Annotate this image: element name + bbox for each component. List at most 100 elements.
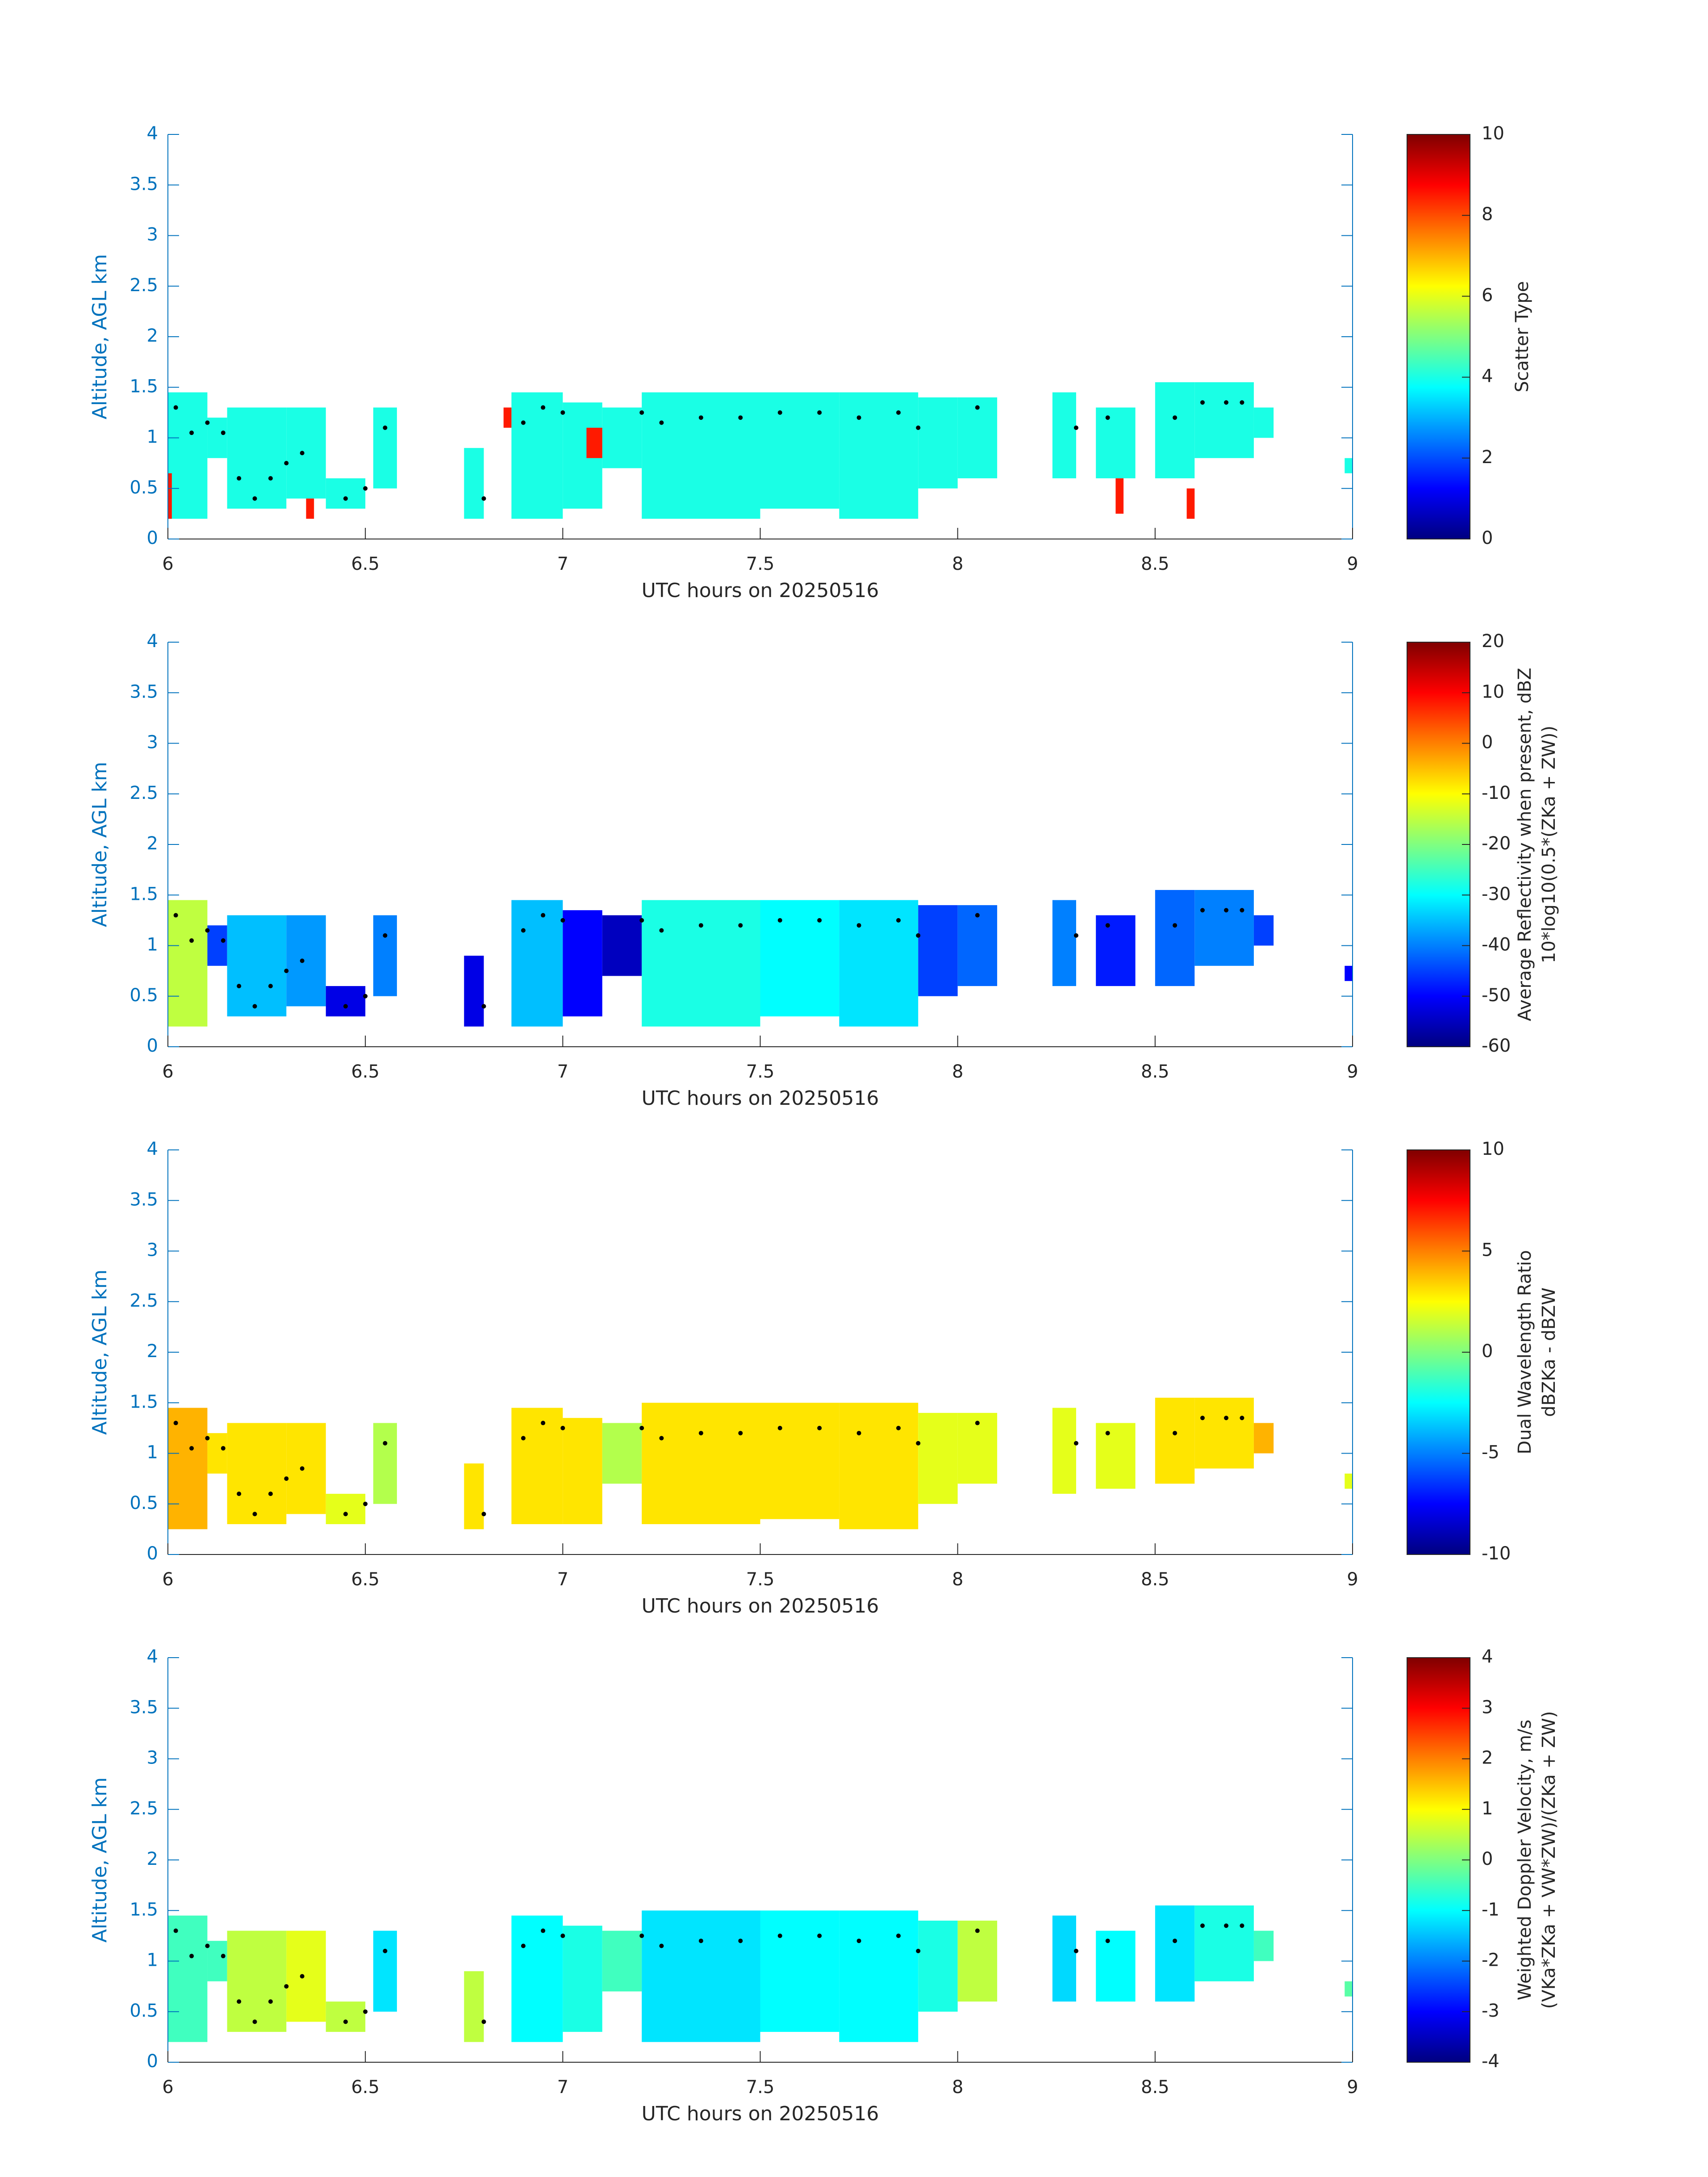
cloud-top-marker: [205, 1436, 210, 1441]
y-tick-label: 0.5: [129, 477, 158, 498]
cell: [839, 1403, 919, 1529]
cloud-top-marker: [173, 405, 178, 410]
colorbar-label: (VKa*ZKa + VW*ZW)/(ZKa + ZW): [1539, 1711, 1559, 2009]
colorbar-label: Average Reflectivity when present, dBZ: [1515, 668, 1535, 1021]
cloud-top-marker: [541, 405, 546, 410]
cell: [168, 1915, 208, 2042]
cloud-top-marker: [698, 1431, 703, 1436]
colorbar: [1407, 1149, 1470, 1555]
y-tick-label: 1: [147, 1950, 158, 1971]
colorbar: [1407, 134, 1470, 539]
cell: [227, 1423, 287, 1525]
colorbar-tick-label: 0: [1482, 1341, 1493, 1362]
cell: [464, 448, 484, 519]
cell: [602, 407, 642, 468]
y-tick-label: 1.5: [129, 1899, 158, 1920]
colorbar-tick-label: 4: [1482, 366, 1493, 387]
cloud-top-marker: [189, 1954, 194, 1959]
x-tick-label: 7: [557, 554, 568, 574]
x-axis-label: UTC hours on 20250516: [642, 579, 879, 602]
cell: [286, 407, 326, 499]
cloud-top-marker: [205, 420, 210, 425]
y-tick-label: 3: [147, 732, 158, 753]
cell: [602, 1423, 642, 1484]
cloud-top-marker: [856, 1431, 861, 1436]
cloud-top-marker: [1240, 908, 1244, 913]
cloud-top-marker: [1240, 1416, 1244, 1421]
cell: [464, 1463, 484, 1529]
colorbar-tick-label: 10: [1482, 681, 1504, 702]
cloud-top-marker: [205, 928, 210, 933]
cloud-top-marker: [268, 1999, 273, 2004]
y-tick-label: 3.5: [129, 1189, 158, 1210]
cloud-top-marker: [221, 1954, 226, 1959]
cell: [326, 1494, 366, 1525]
y-tick-label: 1: [147, 427, 158, 447]
cloud-top-marker: [237, 476, 242, 481]
cloud-top-marker: [284, 969, 289, 974]
cloud-top-marker: [189, 430, 194, 435]
cloud-top-marker: [1240, 400, 1244, 405]
cloud-top-marker: [738, 923, 743, 928]
cell: [326, 2002, 366, 2032]
cell: [326, 478, 366, 509]
cloud-top-marker: [1173, 415, 1178, 420]
cloud-top-marker: [738, 1939, 743, 1943]
cell: [464, 956, 484, 1027]
cell: [1155, 382, 1195, 479]
cloud-top-marker: [817, 1933, 822, 1938]
colorbar-tick-label: 3: [1482, 1697, 1493, 1717]
x-tick-label: 8: [952, 1569, 963, 1590]
cell: [511, 1408, 563, 1525]
cloud-top-marker: [189, 1446, 194, 1451]
cloud-top-marker: [659, 928, 664, 933]
cloud-top-marker: [252, 1512, 257, 1517]
cell: [1155, 1397, 1195, 1484]
cloud-top-marker: [300, 1466, 305, 1471]
cell: [1345, 1981, 1353, 1997]
cell: [1052, 1915, 1076, 2002]
cloud-top-marker: [856, 1939, 861, 1943]
cell: [957, 905, 998, 986]
y-tick-label: 4: [147, 1646, 158, 1667]
cloud-top-marker: [1073, 933, 1078, 938]
cloud-top-marker: [268, 1492, 273, 1496]
colorbar-label: 10*log10(0.5*(ZKa + ZW)): [1539, 726, 1559, 963]
x-tick-label: 8: [952, 554, 963, 574]
y-tick-label: 3.5: [129, 174, 158, 194]
colorbar-tick-label: -30: [1482, 884, 1511, 904]
cloud-top-marker: [1073, 1948, 1078, 1953]
cloud-top-marker: [896, 1933, 901, 1938]
colorbar-tick-label: 20: [1482, 631, 1504, 652]
cloud-top-marker: [659, 1943, 664, 1948]
cell: [168, 473, 172, 519]
cell: [1253, 1423, 1274, 1454]
x-tick-label: 8: [952, 1061, 963, 1082]
x-tick-label: 8.5: [1141, 2077, 1169, 2098]
cell: [760, 392, 839, 509]
cell: [957, 397, 998, 479]
x-tick-label: 6: [162, 1061, 173, 1082]
cloud-top-marker: [1224, 1416, 1229, 1421]
cell: [1052, 392, 1076, 479]
x-tick-label: 9: [1347, 554, 1358, 574]
colorbar-tick-label: -1: [1482, 1899, 1499, 1920]
cloud-top-marker: [975, 405, 980, 410]
colorbar-tick-label: 6: [1482, 285, 1493, 305]
colorbar-tick-label: -50: [1482, 985, 1511, 1006]
cloud-top-marker: [284, 461, 289, 466]
x-tick-label: 8.5: [1141, 554, 1169, 574]
cloud-top-marker: [383, 1948, 388, 1953]
cloud-top-marker: [1105, 1431, 1110, 1436]
colorbar-tick-label: -20: [1482, 833, 1511, 854]
cloud-top-marker: [698, 1939, 703, 1943]
cloud-top-marker: [916, 1441, 921, 1446]
cell: [511, 392, 563, 519]
cloud-top-marker: [173, 913, 178, 918]
y-tick-label: 3: [147, 1240, 158, 1261]
cloud-top-marker: [1073, 1441, 1078, 1446]
colorbar-tick-label: 5: [1482, 1240, 1493, 1261]
y-tick-label: 0: [147, 528, 158, 548]
colorbar-label: dBZKa - dBZW: [1539, 1287, 1559, 1417]
x-axis-label: UTC hours on 20250516: [642, 2102, 879, 2125]
